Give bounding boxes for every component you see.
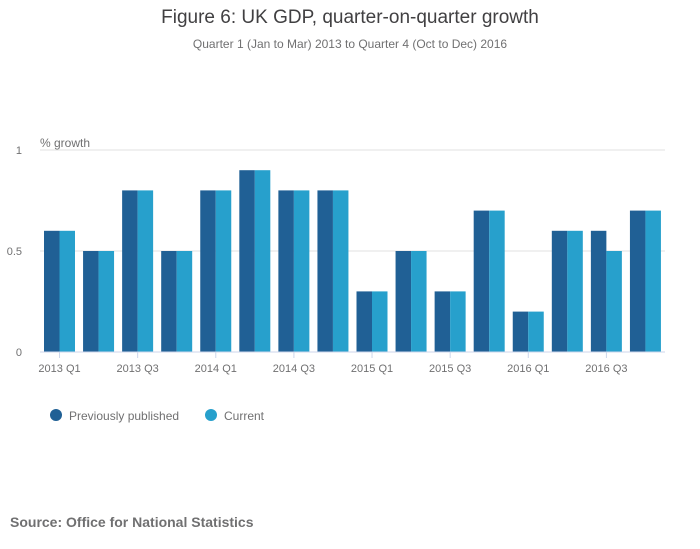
bar-previously-published — [473, 210, 490, 352]
bar-current — [137, 190, 154, 352]
bar-previously-published — [317, 190, 333, 352]
bar-previously-published — [590, 230, 607, 352]
bar-current — [411, 251, 427, 352]
bar-current — [332, 190, 349, 352]
legend-label: Current — [224, 409, 265, 423]
bar-current — [176, 251, 193, 352]
bar-previously-published — [551, 230, 568, 352]
bar-previously-published — [278, 190, 294, 352]
x-tick-label: 2013 Q1 — [38, 363, 80, 375]
bar-previously-published — [122, 190, 138, 352]
bar-current — [645, 210, 661, 352]
bar-previously-published — [161, 251, 177, 352]
bar-current — [59, 230, 75, 352]
bar-previously-published — [356, 291, 372, 352]
bar-current — [372, 291, 388, 352]
x-tick-label: 2014 Q3 — [273, 363, 315, 375]
bar-previously-published — [512, 311, 529, 352]
x-tick-label: 2016 Q3 — [585, 363, 627, 375]
x-tick-label: 2015 Q3 — [429, 363, 471, 375]
x-tick-label: 2013 Q3 — [117, 363, 159, 375]
bar-previously-published — [83, 251, 99, 352]
bar-previously-published — [395, 251, 412, 352]
y-tick-label: 1 — [16, 145, 22, 157]
x-tick-label: 2014 Q1 — [195, 363, 237, 375]
x-tick-label: 2015 Q1 — [351, 363, 393, 375]
bar-current — [606, 251, 622, 352]
x-tick-label: 2016 Q1 — [507, 363, 549, 375]
legend-marker — [205, 409, 217, 421]
bar-previously-published — [239, 170, 255, 352]
y-tick-label: 0 — [16, 347, 22, 359]
chart-title: Figure 6: UK GDP, quarter-on-quarter gro… — [161, 7, 539, 28]
bar-current — [215, 190, 232, 352]
bar-current — [567, 230, 583, 352]
bar-previously-published — [44, 230, 60, 352]
bar-previously-published — [629, 210, 646, 352]
bar-current — [450, 291, 466, 352]
y-tick-label: 0.5 — [7, 246, 22, 258]
legend-marker — [50, 409, 62, 421]
bar-current — [98, 251, 115, 352]
bar-previously-published — [200, 190, 216, 352]
bar-previously-published — [434, 291, 451, 352]
source-note: Source: Office for National Statistics — [10, 514, 254, 530]
chart-subtitle: Quarter 1 (Jan to Mar) 2013 to Quarter 4… — [192, 37, 508, 51]
bar-current — [293, 190, 310, 352]
legend-label: Previously published — [69, 409, 179, 423]
bar-current — [489, 210, 505, 352]
y-axis-label: % growth — [40, 136, 90, 150]
bar-current — [254, 170, 271, 352]
bar-current — [528, 311, 544, 352]
